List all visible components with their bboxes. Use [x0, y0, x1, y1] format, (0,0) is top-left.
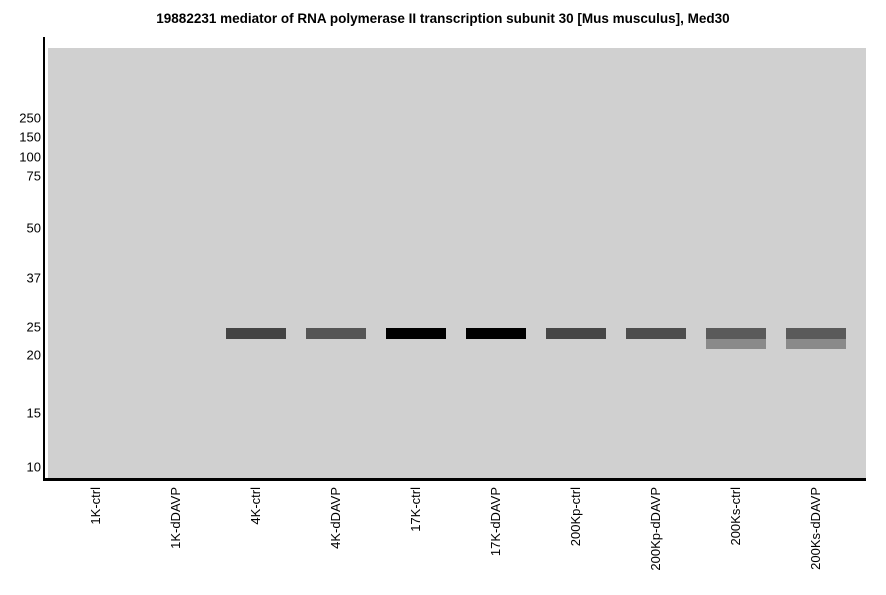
lane-label: 4K-dDAVP [328, 487, 343, 549]
chart-title: 19882231 mediator of RNA polymerase II t… [156, 11, 730, 26]
gel-band [786, 339, 846, 349]
y-tick-label: 150 [19, 129, 41, 145]
gel-band [386, 328, 446, 339]
y-tick-label: 37 [26, 270, 41, 286]
lane-label: 1K-dDAVP [168, 487, 183, 549]
gel-plot-area [48, 48, 866, 478]
y-tick-label: 15 [26, 405, 41, 421]
lane-label: 4K-ctrl [248, 487, 263, 525]
y-tick-label: 20 [26, 347, 41, 363]
y-tick-label: 25 [26, 319, 41, 335]
gel-band [786, 328, 846, 339]
gel-band [306, 328, 366, 339]
gel-band [626, 328, 686, 339]
y-tick-label: 50 [26, 220, 41, 236]
y-tick-label: 100 [19, 149, 41, 165]
lane-label: 17K-dDAVP [488, 487, 503, 557]
y-tick-label: 10 [26, 459, 41, 475]
lane-label: 1K-ctrl [88, 487, 103, 525]
y-axis-line [43, 37, 45, 481]
y-tick-label: 75 [26, 168, 41, 184]
gel-band [706, 339, 766, 349]
gel-band [226, 328, 286, 339]
gel-band [706, 328, 766, 339]
lane-label: 200Kp-dDAVP [648, 487, 663, 571]
y-tick-label: 250 [19, 110, 41, 126]
lane-label: 200Ks-dDAVP [808, 487, 823, 570]
gel-band [546, 328, 606, 339]
lane-label: 200Ks-ctrl [728, 487, 743, 546]
x-axis-line [43, 478, 866, 481]
lane-label: 17K-ctrl [408, 487, 423, 532]
lane-label: 200Kp-ctrl [568, 487, 583, 547]
gel-band [466, 328, 526, 339]
